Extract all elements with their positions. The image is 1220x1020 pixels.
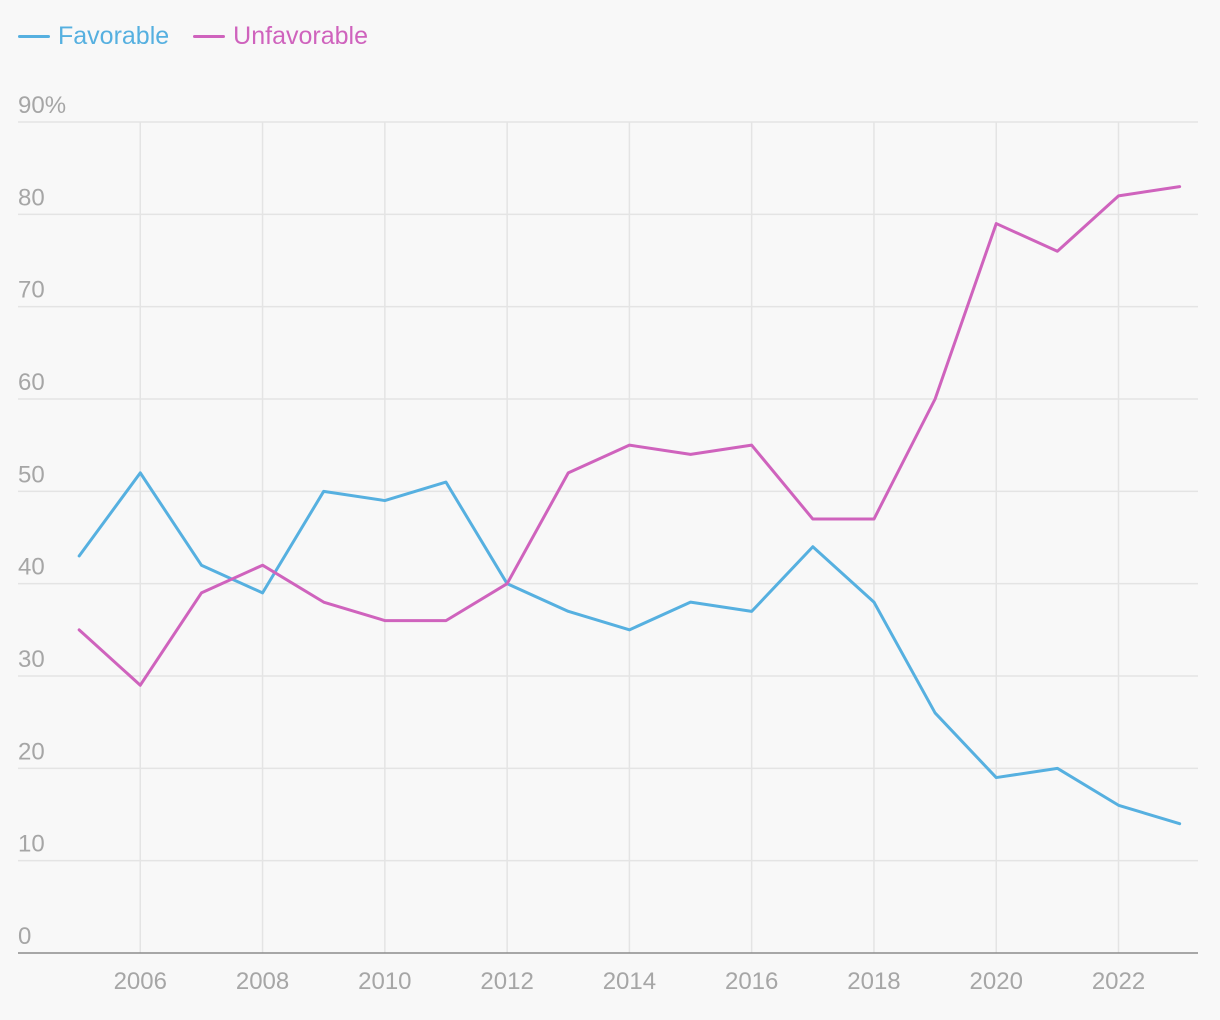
x-tick-label: 2020 [970,968,1023,995]
x-tick-label: 2014 [603,968,656,995]
x-tick-label: 2012 [480,968,533,995]
legend-swatch-favorable [18,35,50,38]
y-tick-label: 40 [18,554,45,581]
x-tick-label: 2008 [236,968,289,995]
y-tick-label: 20 [18,738,45,765]
series-line-unfavorable [77,185,1182,687]
y-tick-label: 60 [18,369,45,396]
y-gridlines [18,121,1198,862]
x-tick-labels: 2006 2008 2010 2012 2014 2016 2018 2020 2022 [114,968,1146,995]
legend-swatch-unfavorable [193,35,226,38]
y-tick-label: 50 [18,461,45,488]
x-tick-label: 2006 [114,968,167,995]
legend-label-favorable: Favorable [58,22,170,50]
series-line-favorable [77,471,1182,826]
y-tick-label: 10 [18,831,45,858]
x-tick-label: 2016 [725,968,778,995]
y-tick-label: 30 [18,646,45,673]
legend-label-unfavorable: Unfavorable [233,22,368,50]
legend-item-unfavorable[interactable]: Unfavorable [193,22,368,51]
x-tick-label: 2022 [1092,968,1145,995]
x-gridlines [139,122,1120,953]
y-tick-label: 0 [18,923,31,950]
legend: Favorable Unfavorable [18,22,368,51]
y-tick-labels: 0 10 20 30 40 50 60 70 80 90% [18,92,66,950]
y-tick-label: 80 [18,184,45,211]
legend-item-favorable[interactable]: Favorable [18,22,169,51]
x-tick-label: 2018 [847,968,900,995]
series-lines [77,185,1182,826]
x-tick-label: 2010 [358,968,411,995]
y-tick-label: 70 [18,277,45,304]
y-tick-label: 90% [18,92,66,119]
